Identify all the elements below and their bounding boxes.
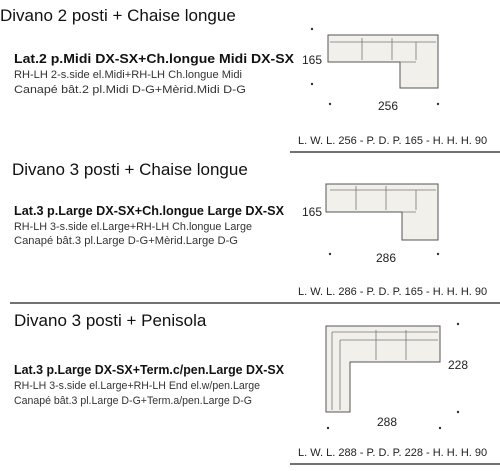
depth-label: 165 xyxy=(302,53,322,67)
description-line: Canapé bât.3 pl.Large D-G+Mèrid.Large D-… xyxy=(14,235,238,247)
depth-label: 165 xyxy=(302,205,322,219)
product-code: Lat.2 p.Midi DX-SX+Ch.longue Midi DX-SX xyxy=(14,51,294,66)
spec-line: L. W. L. 286 - P. D. P. 165 - H. H. H. 9… xyxy=(298,286,487,298)
description-line: RH-LH 2-s.side el.Midi+RH-LH Ch.longue M… xyxy=(14,69,242,81)
description-line: RH-LH 3-s.side el.Large+RH-LH Ch.longue … xyxy=(14,221,252,233)
section-title: Divano 3 posti + Penisola xyxy=(14,311,207,330)
description-line: Canapé bât.2 pl.Midi D-G+Mèrid.Midi D-G xyxy=(14,84,246,96)
section: Divano 3 posti + Penisola Lat.3 p.Large … xyxy=(14,311,500,465)
width-label: 286 xyxy=(376,251,396,265)
product-code: Lat.3 p.Large DX-SX+Ch.longue Large DX-S… xyxy=(14,203,284,218)
section-title: Divano 3 posti + Chaise longue xyxy=(12,160,248,179)
description-line: RH-LH 3-s.side el.Large+RH-LH End el.w/p… xyxy=(14,380,260,392)
section-title: Divano 2 posti + Chaise longue xyxy=(0,6,236,25)
width-label: 256 xyxy=(378,99,398,113)
description-line: Canapé bât.3 pl.Large D-G+Term.a/pen.Lar… xyxy=(14,395,252,407)
product-code: Lat.3 p.Large DX-SX+Term.c/pen.Large DX-… xyxy=(14,362,284,377)
depth-label: 228 xyxy=(448,358,468,372)
sofa-drawing xyxy=(310,27,440,106)
section: Divano 2 posti + Chaise longue Lat.2 p.M… xyxy=(0,6,500,153)
spec-line: L. W. L. 288 - P. D. P. 228 - H. H. H. 9… xyxy=(298,447,487,459)
spec-line: L. W. L. 256 - P. D. P. 165 - H. H. H. 9… xyxy=(298,135,487,147)
width-label: 288 xyxy=(377,415,397,429)
sofa-drawing xyxy=(325,322,460,430)
sofa-drawing xyxy=(325,183,440,256)
section: Divano 3 posti + Chaise longue Lat.3 p.L… xyxy=(10,160,500,304)
